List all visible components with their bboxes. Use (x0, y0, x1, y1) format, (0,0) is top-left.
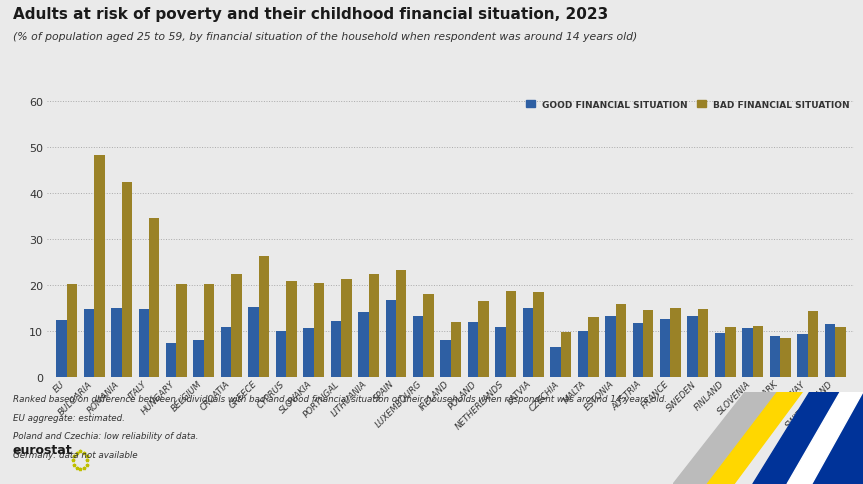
Bar (478, 302, 488, 378)
Bar (577, 332, 589, 378)
Text: Germany: data not available: Germany: data not available (13, 450, 137, 459)
Bar (533, 292, 544, 378)
Bar (808, 312, 818, 378)
Bar (331, 321, 341, 378)
Polygon shape (753, 392, 863, 484)
Polygon shape (787, 392, 863, 484)
Text: Ranked based on difference between individuals with bad and good financial situa: Ranked based on difference between indiv… (13, 394, 667, 404)
Bar (231, 274, 242, 378)
Bar (523, 309, 533, 378)
Bar (413, 317, 424, 378)
Bar (139, 309, 149, 378)
Bar (84, 309, 94, 378)
Bar (424, 295, 434, 378)
Bar (753, 326, 763, 378)
Bar (111, 309, 122, 378)
Bar (56, 320, 66, 378)
Text: Poland and Czechia: low reliability of data.: Poland and Czechia: low reliability of d… (13, 431, 198, 440)
Text: (% of population aged 25 to 59, by financial situation of the household when res: (% of population aged 25 to 59, by finan… (13, 31, 637, 42)
Bar (193, 341, 204, 378)
Bar (122, 183, 132, 378)
Bar (176, 284, 187, 378)
Bar (688, 317, 698, 378)
Bar (797, 335, 808, 378)
Bar (358, 312, 369, 378)
Bar (835, 327, 846, 378)
Bar (671, 309, 681, 378)
Bar (468, 322, 478, 378)
Bar (742, 328, 753, 378)
Bar (259, 257, 269, 378)
Bar (313, 283, 324, 378)
Bar (386, 300, 396, 378)
Text: eurostat: eurostat (13, 443, 72, 455)
Bar (551, 348, 561, 378)
Bar (495, 327, 506, 378)
Bar (643, 311, 653, 378)
Bar (94, 155, 104, 378)
Bar (440, 341, 451, 378)
Bar (249, 307, 259, 378)
Bar (451, 322, 462, 378)
Polygon shape (673, 392, 778, 484)
Bar (698, 309, 709, 378)
Bar (369, 274, 379, 378)
Bar (204, 284, 214, 378)
Bar (615, 304, 626, 378)
Text: Adults at risk of poverty and their childhood financial situation, 2023: Adults at risk of poverty and their chil… (13, 7, 608, 22)
Bar (303, 328, 313, 378)
Bar (561, 333, 571, 378)
Text: EU aggregate: estimated.: EU aggregate: estimated. (13, 413, 125, 422)
Bar (770, 336, 780, 378)
Bar (633, 323, 643, 378)
Bar (605, 317, 615, 378)
Bar (589, 318, 599, 378)
Bar (780, 338, 791, 378)
Bar (715, 333, 726, 378)
Bar (825, 325, 835, 378)
Bar (396, 271, 406, 378)
Bar (726, 327, 736, 378)
Bar (66, 284, 77, 378)
Legend: GOOD FINANCIAL SITUATION, BAD FINANCIAL SITUATION: GOOD FINANCIAL SITUATION, BAD FINANCIAL … (526, 101, 850, 109)
Bar (660, 319, 671, 378)
Bar (506, 291, 516, 378)
Bar (166, 343, 176, 378)
Bar (149, 219, 160, 378)
Polygon shape (708, 392, 803, 484)
Bar (221, 327, 231, 378)
Bar (276, 332, 287, 378)
Bar (287, 281, 297, 378)
Bar (341, 280, 351, 378)
